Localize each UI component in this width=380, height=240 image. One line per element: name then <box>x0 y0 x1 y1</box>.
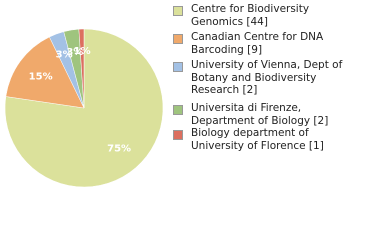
slice-label: 3% <box>66 47 83 58</box>
legend-swatch <box>173 105 183 115</box>
legend-swatch <box>173 130 183 140</box>
slice-label: 3% <box>56 50 73 61</box>
slice-label: 1% <box>74 46 91 57</box>
legend-swatch <box>173 62 183 72</box>
pie: 75%15%3%3%1% <box>4 28 164 188</box>
legend-label: Biology department of University of Flor… <box>191 127 324 152</box>
legend-item: Biology department of University of Flor… <box>172 127 361 152</box>
legend-label: University of Vienna, Dept of Botany and… <box>191 59 343 96</box>
legend-swatch <box>173 34 183 44</box>
legend-label: Canadian Centre for DNA Barcoding [9] <box>191 31 324 56</box>
legend-label: Centre for Biodiversity Genomics [44] <box>191 3 310 28</box>
slice-label: 75% <box>107 144 131 155</box>
legend-swatch <box>173 6 183 16</box>
legend-label: Universita di Firenze, Department of Bio… <box>191 102 329 127</box>
legend-item: Canadian Centre for DNA Barcoding [9] <box>172 31 361 56</box>
legend-item: Universita di Firenze, Department of Bio… <box>172 102 361 127</box>
pie-slice <box>78 28 85 109</box>
slice-label: 15% <box>29 71 53 82</box>
pie-slice <box>5 36 85 109</box>
legend-item: University of Vienna, Dept of Botany and… <box>172 59 361 97</box>
legend-item: Centre for Biodiversity Genomics [44] <box>172 3 361 28</box>
